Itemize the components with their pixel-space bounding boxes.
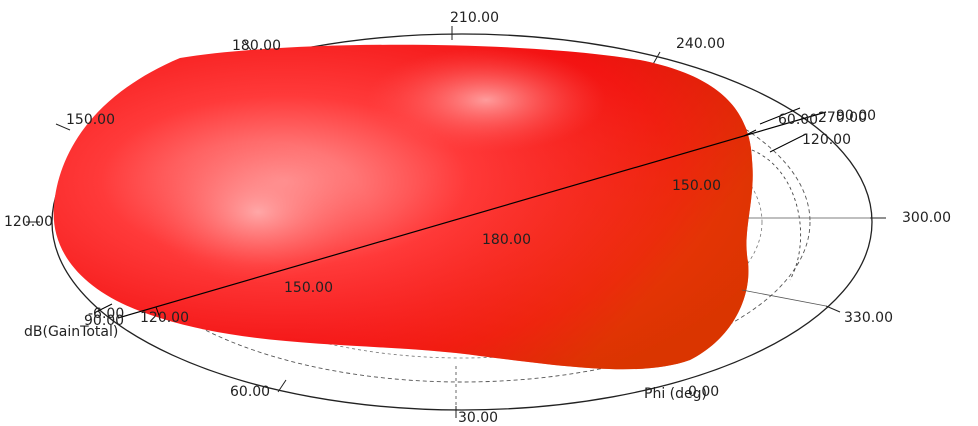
ring-front-right [751,149,802,281]
phi-tick-330: 330.00 [844,310,893,326]
theta-tick-120-origin: 120.00 [140,310,189,326]
phi-tick-120: 120.00 [4,214,53,230]
lobe-highlight-top [366,48,606,152]
theta-tick-90-far: 90.00 [836,108,876,124]
theta-tick-120-far: 120.00 [802,132,851,148]
phi-tick-270: 270.00 [818,110,867,126]
phi-tick-150: 150.00 [66,112,115,128]
theta-tick-60-far: 60.00 [778,112,818,128]
theta-axis-line [117,111,827,319]
phi-tick-210: 210.00 [450,10,499,26]
phi-tick-0: 0.00 [688,384,719,400]
phi-tick-300: 300.00 [902,210,951,226]
phi-axis-label: Phi (deg) [644,386,707,402]
phi-tick-30: 30.00 [458,410,498,426]
theta-tick-neg6: -6.00 [88,306,124,322]
theta-tick-150-upper: 150.00 [672,178,721,194]
diagonal-axis-bottom [741,289,827,307]
outer-ring [51,33,873,411]
phi-tick-180: 180.00 [232,38,281,54]
inner-ring [113,61,811,383]
theta-tick-180-center: 180.00 [482,232,531,248]
phi-tick-60: 60.00 [230,384,270,400]
gain-axis-label: dB(GainTotal) [24,324,118,340]
theta-axis-ticks [95,107,807,319]
phi-tick-240: 240.00 [676,36,725,52]
theta-tick-150-lower: 150.00 [284,280,333,296]
theta-tick-90-origin: 90.00 [84,313,124,329]
lobe-highlight-left [148,142,368,282]
